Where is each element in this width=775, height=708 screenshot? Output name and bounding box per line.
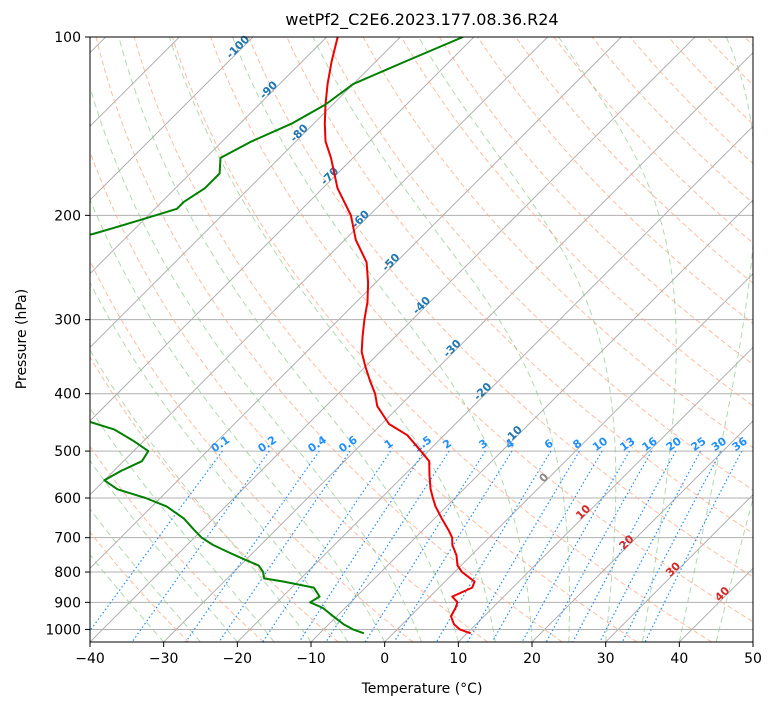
mixing-ratio-line (90, 450, 223, 632)
isotherm-line (605, 493, 753, 642)
moist-adiabat (90, 459, 238, 642)
mixing-ratio-line (545, 450, 653, 642)
isotherm-line (90, 37, 328, 275)
dry-adiabat (515, 37, 753, 284)
x-tick-label: −30 (149, 651, 179, 667)
x-tick-label: 30 (597, 651, 615, 667)
y-tick-label: 600 (54, 491, 81, 507)
moist-adiabat (715, 497, 753, 642)
mixing-ratio-line (572, 450, 677, 642)
y-tick-label: 100 (54, 30, 81, 46)
dry-adiabat (90, 531, 190, 642)
plot-area (90, 37, 753, 642)
mixing-ratio-line (185, 450, 320, 642)
moist-adiabat (90, 554, 165, 642)
moist-adiabat (90, 508, 201, 642)
moist-adiabat (90, 281, 349, 642)
x-axis-label: Temperature (°C) (361, 681, 483, 697)
y-tick-label: 400 (54, 387, 81, 403)
y-axis-label: Pressure (hPa) (14, 289, 30, 389)
isotherm-line (90, 37, 549, 496)
x-tick-label: −40 (75, 651, 105, 667)
dry-adiabat (248, 37, 753, 578)
y-tick-label: 500 (54, 444, 81, 460)
dry-adiabat (90, 150, 488, 642)
chart-title: wetPf2_C2E6.2023.177.08.36.R24 (285, 10, 558, 30)
moist-adiabat (90, 407, 275, 642)
moist-adiabat (558, 37, 677, 642)
x-tick-label: 20 (523, 651, 541, 667)
moist-adiabat (678, 37, 753, 642)
isotherm-line (752, 641, 753, 642)
moist-adiabat (90, 198, 386, 642)
mixing-ratio-line (599, 450, 702, 642)
isotherm-line (384, 272, 753, 642)
y-tick-label: 1000 (45, 622, 81, 638)
y-tick-label: 200 (54, 208, 81, 224)
dry-adiabat (95, 37, 563, 642)
mixing-ratio-line (393, 450, 513, 642)
dry-adiabat (438, 37, 753, 366)
isotherm-line (163, 51, 753, 642)
mixing-ratio-line (262, 450, 392, 642)
y-tick-label: 700 (54, 531, 81, 547)
isotherm-line (457, 346, 753, 642)
x-tick-label: 0 (380, 651, 389, 667)
moist-adiabat (90, 349, 312, 642)
isotherm-line (90, 37, 475, 422)
dry-adiabat (210, 37, 753, 623)
moist-adiabat (752, 640, 753, 642)
dry-adiabat (90, 445, 264, 642)
moist-adiabat (168, 37, 496, 642)
mixing-ratio-line (521, 450, 631, 642)
x-tick-label: −20 (223, 651, 253, 667)
temperature-profile (323, 37, 476, 635)
mixing-ratio-line (491, 450, 603, 642)
isotherm-line (90, 37, 254, 201)
mixing-ratio-line (644, 450, 743, 642)
x-tick-label: 10 (449, 651, 467, 667)
dewpoint-profile (90, 37, 464, 635)
moist-adiabat (118, 37, 459, 642)
x-tick-label: 50 (744, 651, 762, 667)
y-tick-label: 300 (54, 313, 81, 329)
mixing-ratio-line (218, 450, 351, 642)
isotherm-line (90, 37, 401, 349)
dry-adiabat (324, 37, 753, 491)
dry-adiabat (90, 356, 339, 642)
moist-adiabat (418, 37, 617, 642)
dry-adiabat (90, 259, 414, 642)
plot-frame (89, 36, 754, 643)
isotherm-line (90, 37, 622, 570)
y-tick-label: 800 (54, 565, 81, 581)
mixing-ratio-line (298, 450, 425, 642)
x-tick-label: −10 (296, 651, 326, 667)
dry-adiabat (133, 37, 638, 642)
moist-adiabat (90, 85, 422, 642)
y-tick-label: 900 (54, 595, 81, 611)
dry-adiabat (171, 37, 712, 642)
mixing-ratio-line (621, 450, 722, 642)
moist-adiabat (231, 37, 533, 642)
isotherm-line (90, 37, 696, 642)
isotherm-line (236, 125, 753, 642)
dry-adiabat (400, 37, 753, 407)
x-tick-label: 40 (670, 651, 688, 667)
moist-adiabat (312, 37, 570, 642)
isotherm-line (531, 420, 753, 642)
